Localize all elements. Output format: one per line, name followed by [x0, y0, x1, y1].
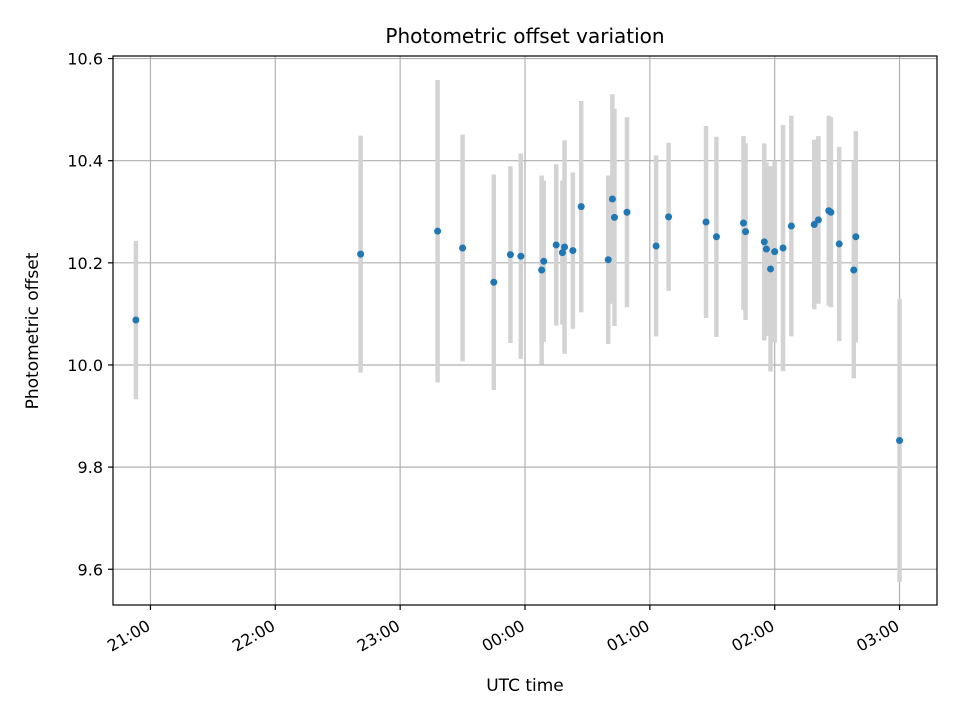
- y-tick-label: 9.8: [78, 458, 103, 477]
- y-tick-label: 9.6: [78, 560, 103, 579]
- data-point: [610, 213, 618, 221]
- data-point: [608, 195, 616, 203]
- data-point: [558, 249, 566, 257]
- data-point: [835, 240, 843, 248]
- y-tick-label: 10.4: [67, 152, 103, 171]
- data-point: [810, 221, 818, 229]
- data-point: [434, 227, 442, 235]
- y-axis-title: Photometric offset: [23, 252, 43, 409]
- data-point: [604, 256, 612, 264]
- data-point: [827, 208, 835, 216]
- y-tick-label: 10.2: [67, 254, 103, 273]
- data-point: [739, 219, 747, 227]
- data-points: [132, 195, 904, 445]
- data-point: [702, 218, 710, 226]
- data-point: [712, 233, 720, 241]
- data-point: [779, 244, 787, 252]
- data-point: [767, 265, 775, 273]
- y-tick-label: 10.6: [67, 50, 103, 69]
- data-point: [517, 252, 525, 260]
- data-point: [742, 228, 750, 236]
- data-point: [540, 257, 548, 265]
- data-point: [665, 213, 673, 221]
- data-point: [760, 238, 768, 246]
- data-point: [652, 242, 660, 250]
- data-point: [896, 437, 904, 445]
- data-point: [490, 278, 498, 286]
- data-point: [771, 248, 779, 256]
- data-point: [762, 245, 770, 253]
- data-point: [506, 251, 514, 259]
- y-axis: 9.6 9.8 10.0 10.2 10.4 10.6: [67, 50, 113, 579]
- data-point: [357, 250, 365, 258]
- data-point: [814, 216, 822, 224]
- y-tick-label: 10.0: [67, 356, 103, 375]
- data-point: [561, 243, 569, 251]
- x-axis-title: UTC time: [486, 676, 564, 696]
- chart-title: Photometric offset variation: [385, 24, 664, 48]
- data-point: [850, 266, 858, 274]
- data-point: [623, 208, 631, 216]
- data-point: [852, 233, 860, 241]
- data-point: [577, 203, 585, 211]
- data-point: [132, 316, 140, 324]
- data-point: [569, 247, 577, 255]
- data-point: [787, 222, 795, 230]
- data-point: [459, 244, 467, 252]
- data-point: [538, 266, 546, 274]
- data-point: [552, 241, 560, 249]
